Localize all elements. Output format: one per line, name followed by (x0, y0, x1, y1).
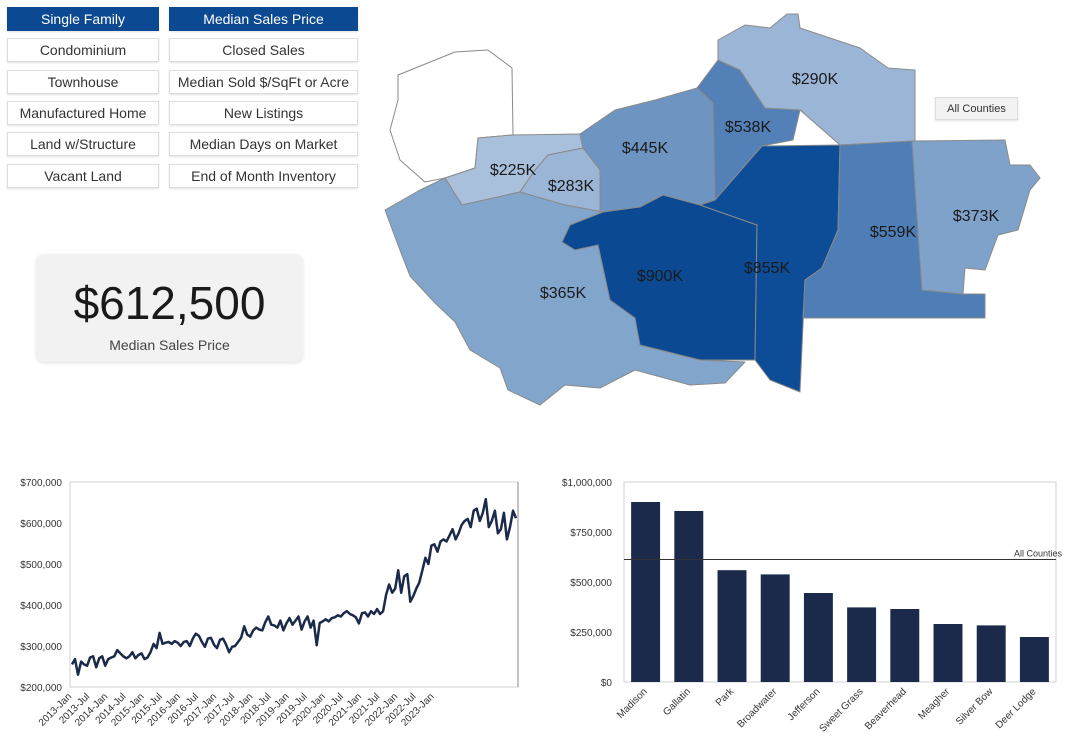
map-label-madison: $900K (637, 268, 684, 285)
y-tick-label: $500,000 (570, 578, 612, 589)
x-tick-label: Jefferson (786, 686, 823, 723)
metric-button-median-days-on-market[interactable]: Median Days on Market (169, 132, 358, 156)
county-map: $900K $855K $559K $538K $445K $373K $365… (384, 13, 1041, 406)
bar[interactable] (760, 574, 790, 682)
metric-button-end-of-month-inventory[interactable]: End of Month Inventory (169, 164, 358, 188)
bar[interactable] (631, 502, 661, 682)
map-region-madison[interactable] (561, 194, 758, 361)
bar-chart: $1,000,000 $750,000 $500,000 $250,000 $0Madi… (562, 478, 1063, 735)
y-tick-label: $1,000,000 (562, 478, 612, 489)
y-tick-label: $200,000 (20, 683, 62, 694)
property-type-button-townhouse[interactable]: Townhouse (7, 70, 159, 94)
property-type-button-vacant-land[interactable]: Vacant Land (7, 164, 159, 188)
line-chart: $700,000 $600,000 $500,000 $400,000 $300,000… (20, 478, 519, 729)
x-tick-label: Meagher (916, 686, 952, 722)
metric-button-median-sales-price[interactable]: Median Sales Price (169, 7, 358, 31)
x-tick-label: Gallatin (661, 686, 693, 718)
map-region-meagher[interactable] (717, 13, 916, 146)
x-tick-label: Deer Lodge (994, 686, 1039, 731)
plot-area (623, 481, 1057, 683)
bar[interactable] (933, 624, 963, 682)
x-tick-label: Silver Bow (954, 686, 996, 728)
map-label-sweet-grass: $373K (953, 208, 1000, 225)
kpi-label: Median Sales Price (109, 337, 230, 353)
y-tick-label: $700,000 (20, 478, 62, 489)
y-tick-label: $500,000 (20, 560, 62, 571)
bar[interactable] (847, 607, 877, 682)
bar[interactable] (976, 625, 1006, 682)
y-tick-label: $250,000 (570, 628, 612, 639)
bar[interactable] (674, 511, 704, 682)
metric-button-closed-sales[interactable]: Closed Sales (169, 38, 358, 62)
property-type-button-single-family[interactable]: Single Family (7, 7, 159, 31)
metric-button-new-listings[interactable]: New Listings (169, 101, 358, 125)
y-tick-label: $300,000 (20, 642, 62, 653)
y-tick-label: $0 (601, 678, 613, 689)
metric-button-median-sold-per-sqft[interactable]: Median Sold $/SqFt or Acre (169, 70, 358, 94)
x-tick-label: Sweet Grass (817, 686, 865, 734)
map-label-deer-lodge: $225K (490, 162, 537, 179)
map-label-meagher: $290K (792, 71, 839, 88)
bar[interactable] (717, 570, 747, 682)
all-counties-button[interactable]: All Counties (935, 97, 1018, 120)
property-type-button-condominium[interactable]: Condominium (7, 38, 159, 62)
property-type-button-manufactured-home[interactable]: Manufactured Home (7, 101, 159, 125)
map-region-sweet-grass[interactable] (911, 139, 1041, 295)
map-label-gallatin: $855K (744, 260, 791, 277)
x-tick-label: Beaverhead (863, 686, 909, 732)
y-tick-label: $750,000 (570, 528, 612, 539)
x-tick-label: Madison (615, 686, 650, 721)
bar[interactable] (1019, 637, 1049, 682)
x-tick-label: Broadwater (735, 686, 779, 730)
bar[interactable] (803, 593, 833, 682)
y-tick-label: $400,000 (20, 601, 62, 612)
reference-line-label: All Counties (1014, 549, 1063, 559)
map-label-silver-bow: $283K (548, 178, 595, 195)
bar[interactable] (890, 609, 920, 682)
kpi-value: $612,500 (73, 277, 266, 329)
map-label-park: $559K (870, 224, 917, 241)
map-label-beaverhead: $365K (540, 285, 587, 302)
map-label-broadwater: $538K (725, 119, 772, 136)
property-type-button-land-w-structure[interactable]: Land w/Structure (7, 132, 159, 156)
y-tick-label: $600,000 (20, 519, 62, 530)
x-tick-label: Park (714, 686, 737, 709)
kpi-card: $612,500 Median Sales Price (36, 254, 303, 362)
series-line (70, 497, 518, 676)
map-label-jefferson: $445K (622, 140, 669, 157)
